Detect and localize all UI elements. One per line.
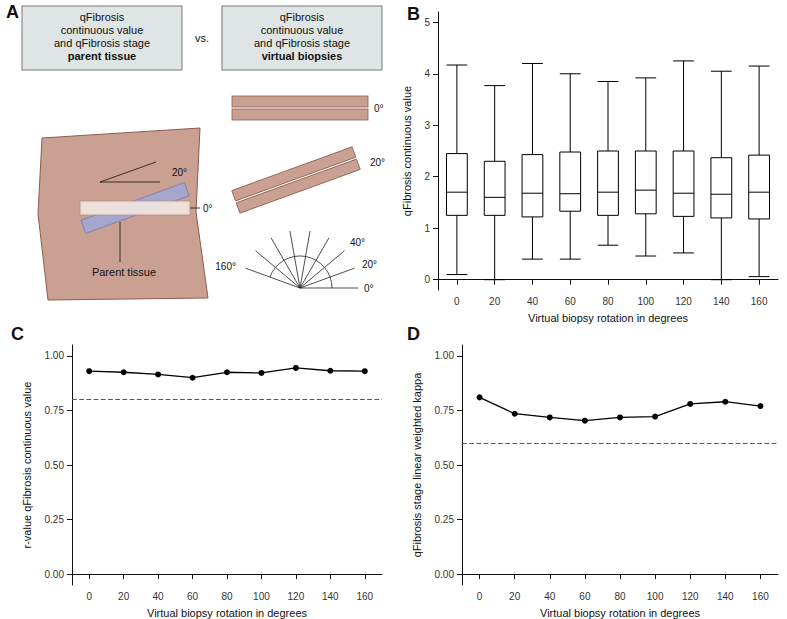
svg-text:qFibrosis: qFibrosis <box>280 11 325 23</box>
svg-text:0.25: 0.25 <box>45 514 65 525</box>
svg-text:and qFibrosis stage: and qFibrosis stage <box>54 37 150 49</box>
svg-text:80: 80 <box>602 296 614 307</box>
svg-text:Virtual biopsy rotation in deg: Virtual biopsy rotation in degrees <box>528 312 689 324</box>
svg-text:qFibrosis stage linear weighte: qFibrosis stage linear weighted kappa <box>411 372 423 558</box>
svg-text:1: 1 <box>424 223 430 234</box>
svg-text:0°: 0° <box>203 203 213 214</box>
svg-text:2: 2 <box>424 171 430 182</box>
svg-text:continuous value: continuous value <box>61 24 144 36</box>
svg-text:80: 80 <box>614 591 626 602</box>
svg-text:qFibrosis: qFibrosis <box>80 11 125 23</box>
svg-text:qFibrosis continuous value: qFibrosis continuous value <box>401 86 413 216</box>
svg-text:5: 5 <box>424 17 430 28</box>
svg-text:C: C <box>11 324 24 344</box>
svg-text:0: 0 <box>86 591 92 602</box>
svg-text:3: 3 <box>424 120 430 131</box>
svg-text:0.25: 0.25 <box>435 514 455 525</box>
svg-text:vs.: vs. <box>195 32 209 44</box>
svg-text:B: B <box>407 4 420 24</box>
svg-text:continuous value: continuous value <box>261 24 344 36</box>
svg-text:20°: 20° <box>362 259 377 270</box>
svg-text:20°: 20° <box>370 157 385 168</box>
svg-text:Parent tissue: Parent tissue <box>92 266 156 278</box>
svg-text:160: 160 <box>752 591 769 602</box>
svg-text:40: 40 <box>153 591 165 602</box>
svg-text:A: A <box>6 2 19 22</box>
svg-text:0: 0 <box>477 591 483 602</box>
svg-text:virtual biopsies: virtual biopsies <box>262 50 343 62</box>
svg-text:120: 120 <box>682 591 699 602</box>
svg-text:0: 0 <box>424 274 430 285</box>
svg-text:and qFibrosis stage: and qFibrosis stage <box>254 37 350 49</box>
svg-text:parent tissue: parent tissue <box>68 50 136 62</box>
svg-text:100: 100 <box>647 591 664 602</box>
svg-text:0.00: 0.00 <box>45 569 65 580</box>
svg-text:D: D <box>407 324 420 344</box>
svg-text:20: 20 <box>489 296 501 307</box>
svg-text:100: 100 <box>253 591 270 602</box>
svg-text:r-value qFibrosis continuous v: r-value qFibrosis continuous value <box>21 382 33 549</box>
svg-text:20°: 20° <box>172 167 187 178</box>
svg-text:0.00: 0.00 <box>435 569 455 580</box>
svg-text:20: 20 <box>118 591 130 602</box>
svg-text:0.50: 0.50 <box>45 460 65 471</box>
svg-text:40: 40 <box>544 591 556 602</box>
svg-text:120: 120 <box>675 296 692 307</box>
svg-text:20: 20 <box>509 591 521 602</box>
svg-text:0.50: 0.50 <box>435 460 455 471</box>
svg-text:140: 140 <box>717 591 734 602</box>
svg-text:0.75: 0.75 <box>45 405 65 416</box>
svg-text:4: 4 <box>424 68 430 79</box>
svg-text:1.00: 1.00 <box>45 350 65 361</box>
svg-text:60: 60 <box>187 591 199 602</box>
svg-text:160: 160 <box>356 591 373 602</box>
svg-text:140: 140 <box>322 591 339 602</box>
svg-text:0.75: 0.75 <box>435 405 455 416</box>
svg-text:Virtual biopsy rotation in deg: Virtual biopsy rotation in degrees <box>540 607 701 619</box>
svg-text:40°: 40° <box>350 237 365 248</box>
svg-text:0°: 0° <box>364 283 374 294</box>
svg-text:100: 100 <box>637 296 654 307</box>
svg-text:80: 80 <box>221 591 233 602</box>
svg-text:160: 160 <box>751 296 768 307</box>
svg-text:Virtual biopsy rotation in deg: Virtual biopsy rotation in degrees <box>147 607 308 619</box>
svg-text:120: 120 <box>288 591 305 602</box>
svg-text:160°: 160° <box>215 261 236 272</box>
svg-text:0°: 0° <box>374 103 384 114</box>
svg-text:0: 0 <box>454 296 460 307</box>
svg-text:140: 140 <box>713 296 730 307</box>
svg-text:40: 40 <box>527 296 539 307</box>
svg-text:60: 60 <box>565 296 577 307</box>
svg-text:60: 60 <box>579 591 591 602</box>
svg-text:1.00: 1.00 <box>435 350 455 361</box>
